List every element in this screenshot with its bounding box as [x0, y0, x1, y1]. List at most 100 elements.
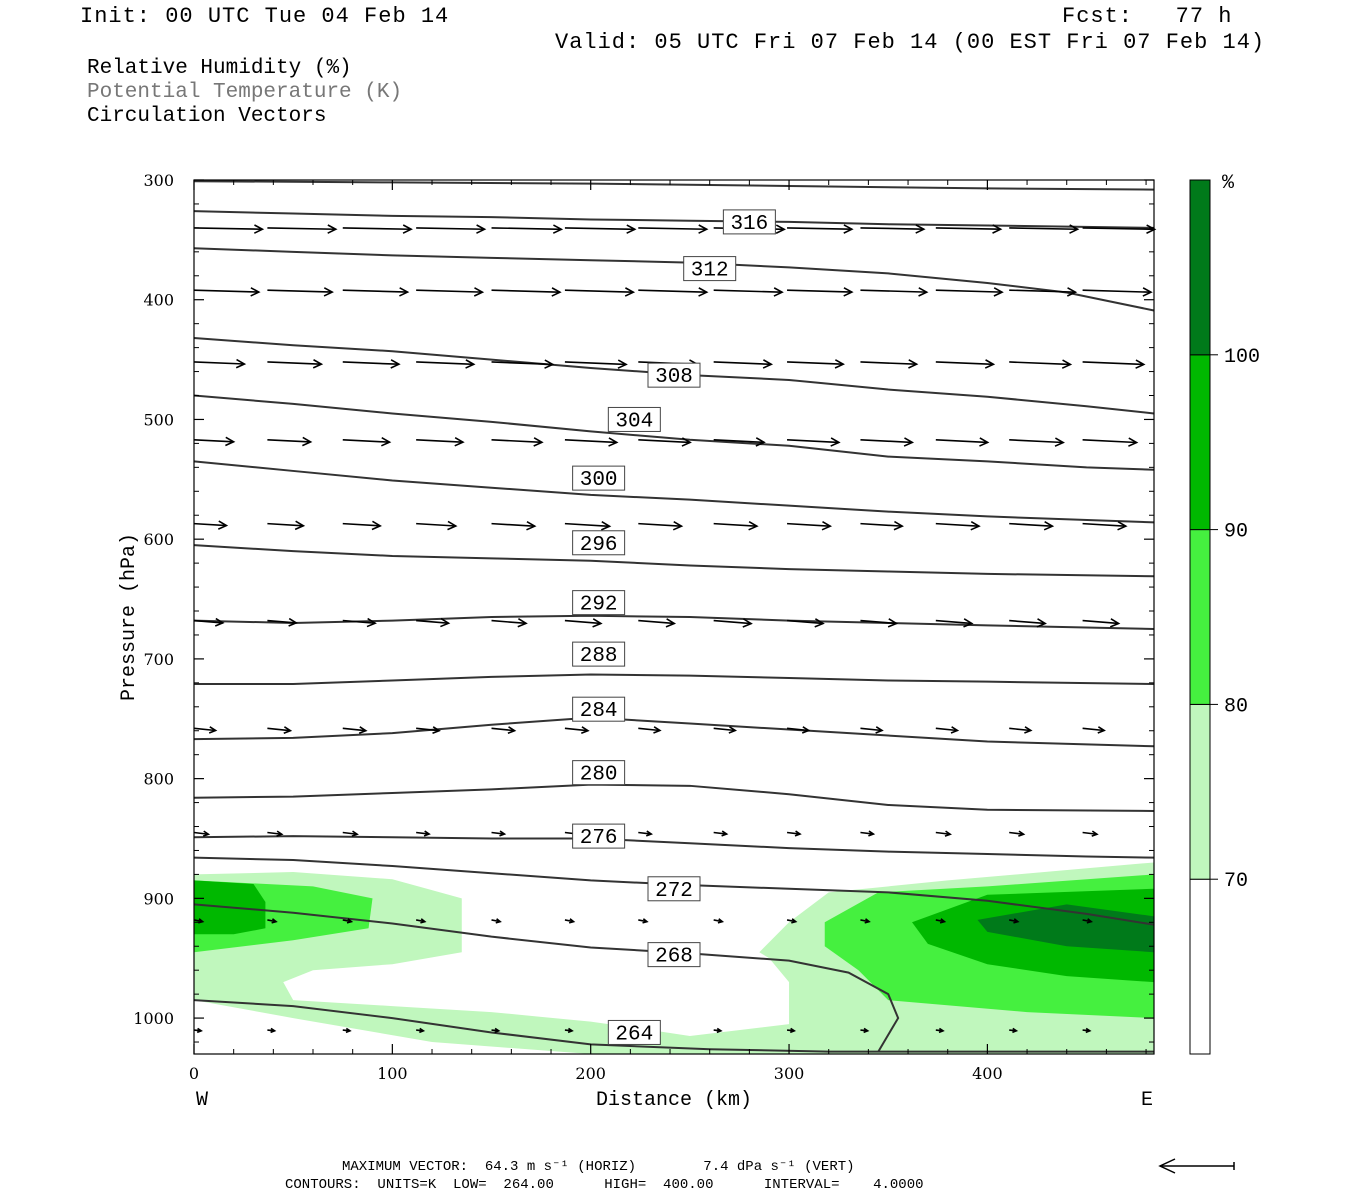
vector-arrow [1082, 359, 1146, 369]
theta-contour-316 [193, 210, 1155, 229]
y-tick-label: 300 [143, 171, 174, 190]
vector-arrow [564, 918, 576, 924]
vector-arrow [267, 520, 306, 531]
theta-contour-312 [193, 247, 1155, 312]
colorbar-bin-100 [1189, 179, 1211, 356]
vector-arrow [713, 918, 725, 924]
vector-arrow [416, 617, 451, 628]
vector-arrow [860, 287, 929, 297]
contour-label-296: 296 [580, 534, 618, 557]
theta-contour-276 [193, 835, 1155, 859]
vector-arrow [267, 830, 284, 837]
vector-arrow [1009, 224, 1080, 234]
vector-arrow [416, 359, 476, 369]
theta-contour-top-14 [193, 180, 1155, 191]
legend-rh: Relative Humidity (%) [87, 57, 352, 80]
vector-arrow [786, 918, 798, 924]
vector-arrow [787, 520, 833, 531]
vector-arrow [935, 224, 1003, 234]
vector-arrow [713, 437, 766, 447]
colorbar-bin-70 [1189, 703, 1211, 880]
vector-arrow [713, 287, 784, 297]
vector-arrow [193, 1027, 203, 1034]
vector-arrow [415, 918, 427, 924]
vector-arrow [787, 224, 854, 234]
contour-label-276: 276 [580, 827, 618, 850]
vector-arrow [638, 437, 692, 447]
vector-arrow [193, 436, 236, 447]
y-tick-label: 900 [143, 889, 174, 908]
contour-label-284: 284 [580, 700, 618, 723]
vector-arrow [267, 224, 338, 234]
vector-arrow [860, 830, 876, 837]
vector-arrow [416, 1027, 426, 1034]
vector-arrow [342, 830, 359, 837]
vector-arrow [638, 287, 709, 297]
contour-label-box-284 [572, 696, 626, 722]
vector-arrow [193, 918, 205, 924]
vector-arrow [1082, 437, 1139, 447]
vector-arrow [935, 437, 990, 447]
legend-vectors: Circulation Vectors [87, 105, 327, 128]
vector-arrow [786, 618, 825, 628]
y-tick-label: 500 [143, 410, 174, 429]
vector-arrow [342, 617, 377, 628]
vector-arrow [713, 726, 738, 734]
x-tick-label: 0 [189, 1064, 199, 1083]
contour-label-box-296 [572, 530, 626, 556]
vector-arrow [935, 287, 1004, 297]
colorbar: 70 80 90 100 [1189, 179, 1260, 1055]
vector-arrow [267, 1027, 277, 1034]
vector-arrow [193, 287, 261, 297]
vector-arrow [193, 726, 218, 734]
colorbar-tick-label: 90 [1224, 521, 1248, 544]
init-time: Init: 00 UTC Tue 04 Feb 14 [80, 4, 450, 29]
max-vector-info: MAXIMUM VECTOR: 64.3 m s⁻¹ (HORIZ) 7.4 d… [342, 1159, 855, 1175]
vector-arrow [564, 521, 612, 531]
vector-arrow [342, 520, 382, 531]
vector-arrow [638, 918, 649, 924]
contour-label-box-304 [607, 406, 661, 432]
x-tick-label: 100 [377, 1064, 408, 1083]
vector-arrow [193, 224, 265, 234]
vector-arrow [193, 520, 229, 530]
vector-arrow [267, 359, 324, 369]
vector-arrow [935, 918, 947, 924]
vector-arrow [491, 1027, 501, 1034]
vector-arrow [1009, 287, 1078, 297]
vector-arrow [860, 618, 899, 628]
rh-shading [194, 862, 1154, 1054]
vector-arrow [267, 287, 334, 297]
y-tick-label: 700 [143, 650, 174, 669]
vector-arrow [342, 1027, 352, 1034]
contour-label-304: 304 [615, 410, 653, 433]
plot-frame [193, 179, 1155, 1055]
vector-arrow [786, 1027, 797, 1034]
vector-arrow [491, 437, 544, 447]
colorbar-tick-label: 80 [1224, 695, 1248, 718]
vector-arrow [416, 287, 485, 297]
x-axis-label: Distance (km) [596, 1089, 752, 1112]
contour-label-316: 316 [730, 213, 768, 236]
vector-arrow [1009, 520, 1055, 531]
vector-arrow [491, 830, 507, 837]
vector-arrow [860, 359, 919, 369]
vector-arrow [935, 830, 952, 837]
colorbar-bin-90 [1189, 354, 1211, 531]
vector-arrow [491, 359, 555, 369]
contour-label-box-288 [572, 641, 626, 667]
vector-arrow [1082, 830, 1099, 837]
vector-arrow [416, 436, 465, 447]
vector-arrow [1009, 1027, 1019, 1034]
vector-arrow [935, 618, 974, 628]
contour-label-288: 288 [580, 645, 618, 668]
x-tick-label: 400 [972, 1064, 1003, 1083]
vector-arrow [786, 830, 802, 837]
vector-arrow [713, 618, 753, 628]
vector-arrow [267, 918, 278, 924]
contour-label-272: 272 [655, 880, 693, 903]
colorbar-bin-80 [1189, 529, 1211, 705]
vector-arrow [564, 437, 619, 447]
vector-arrow [1009, 618, 1047, 628]
contour-label-box-268 [647, 942, 701, 968]
